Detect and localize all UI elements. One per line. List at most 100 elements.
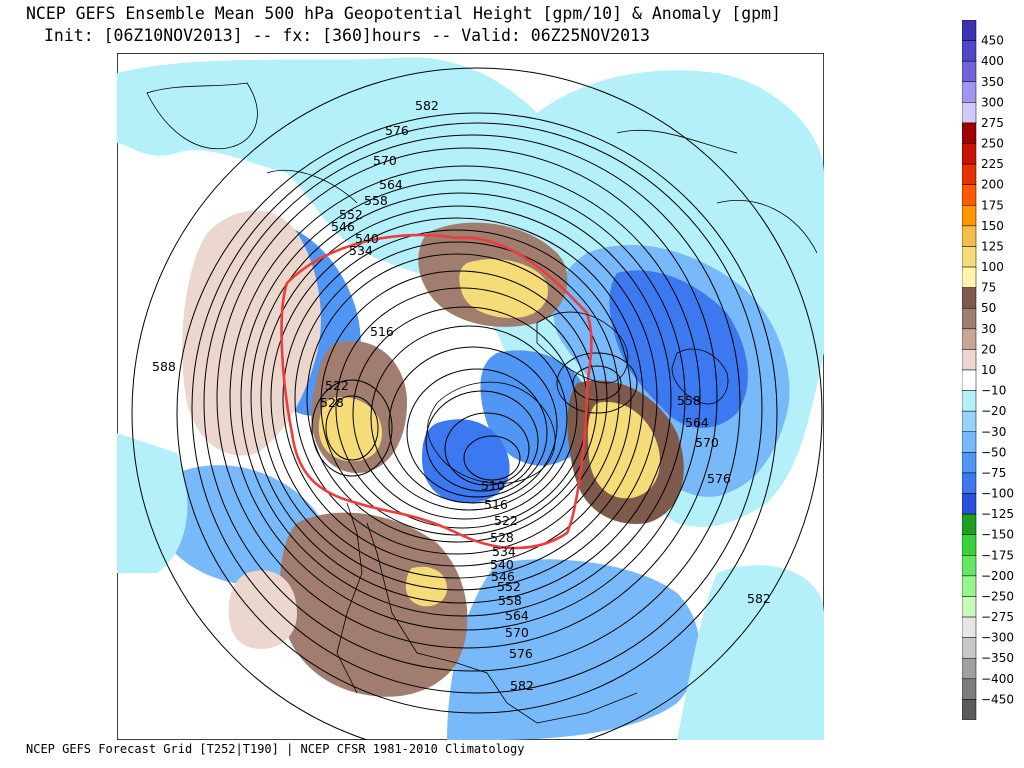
- legend-label: −30: [981, 425, 1006, 439]
- legend-swatch: [962, 184, 977, 206]
- contour-label: 582: [415, 98, 439, 113]
- anomaly-positive-region: [459, 259, 548, 318]
- legend-swatch: [962, 81, 977, 103]
- legend-label: −150: [981, 528, 1014, 542]
- legend-label: 20: [981, 342, 996, 356]
- legend-swatch: [962, 102, 977, 124]
- anomaly-negative-region: [447, 559, 700, 740]
- legend-swatch: [962, 246, 977, 268]
- contour-label: 534: [349, 243, 373, 258]
- legend-swatch: [962, 225, 977, 247]
- legend-swatch: [962, 122, 977, 144]
- legend-label: −450: [981, 692, 1014, 706]
- legend-swatch: [962, 266, 977, 288]
- legend-swatch: [962, 390, 977, 412]
- contour-label: 576: [707, 471, 731, 486]
- contour-labels: 582 576 570 564 558 552 546 540 534 516 …: [152, 98, 771, 693]
- legend-label: −125: [981, 507, 1014, 521]
- legend-label: 50: [981, 301, 996, 315]
- legend-swatch: [962, 513, 977, 535]
- legend-swatch: [962, 534, 977, 556]
- legend-label: 75: [981, 281, 996, 295]
- anomaly-negative-region: [422, 419, 510, 503]
- contour-label: 558: [498, 593, 522, 608]
- legend-label: 125: [981, 239, 1004, 253]
- legend-label: 400: [981, 54, 1004, 68]
- legend-swatch: [962, 287, 977, 309]
- legend-swatch: [962, 328, 977, 350]
- contour-540-highlight: [280, 233, 593, 550]
- legend-swatch: [962, 575, 977, 597]
- legend-label: 30: [981, 322, 996, 336]
- contour-label: 582: [510, 678, 534, 693]
- legend-label: −20: [981, 404, 1006, 418]
- contour-label: 522: [494, 513, 518, 528]
- legend-label: −175: [981, 548, 1014, 562]
- anomaly-color-legend: 450 400 350 300 275 250 225 200 175 150 125 100 75 50…: [962, 20, 1014, 720]
- anomaly-negative-region: [117, 433, 188, 573]
- contour-label: 510: [481, 478, 505, 493]
- contour-label: 528: [320, 395, 344, 410]
- contour-label: 576: [385, 123, 409, 138]
- contour-label: 534: [492, 544, 516, 559]
- legend-swatch: [962, 616, 977, 638]
- legend-swatch: [962, 163, 977, 185]
- height-contours: [176, 112, 778, 714]
- map-subtitle: Init: [06Z10NOV2013] -- fx: [360]hours -…: [44, 26, 650, 45]
- contour-label: 540: [355, 231, 379, 246]
- legend-swatch: [962, 596, 977, 618]
- legend-swatch: [962, 678, 977, 700]
- legend-label: 175: [981, 198, 1004, 212]
- legend-swatch: [962, 60, 977, 83]
- contour-label: 570: [373, 153, 397, 168]
- anomaly-positive-region: [318, 397, 382, 462]
- legend-swatch: [962, 369, 977, 391]
- legend-label: −200: [981, 569, 1014, 583]
- legend-swatch: [962, 637, 977, 659]
- legend-swatch: [962, 657, 977, 680]
- legend-swatch: [962, 493, 977, 515]
- legend-swatch: [962, 472, 977, 494]
- legend-label: 350: [981, 75, 1004, 89]
- contour-label: 516: [484, 497, 508, 512]
- legend-label: −275: [981, 610, 1014, 624]
- contour-label: 582: [747, 591, 771, 606]
- legend-swatch: [962, 431, 977, 453]
- legend-swatch: [962, 307, 977, 330]
- map-footer: NCEP GEFS Forecast Grid [T252|T190] | NC…: [26, 742, 525, 756]
- contour-label: 546: [491, 569, 515, 584]
- anomaly-negative-region: [480, 350, 591, 466]
- legend-label: 250: [981, 137, 1004, 151]
- legend-label: −75: [981, 466, 1006, 480]
- legend-label: −300: [981, 631, 1014, 645]
- legend-swatch: [962, 205, 977, 227]
- legend-label: 150: [981, 219, 1004, 233]
- contour-label: 546: [331, 219, 355, 234]
- legend-label: 300: [981, 95, 1004, 109]
- anomaly-negative-region: [609, 270, 748, 428]
- legend-label: 225: [981, 157, 1004, 171]
- contour-label: 570: [695, 435, 719, 450]
- contour-label: 576: [509, 646, 533, 661]
- legend-swatch: [962, 410, 977, 433]
- legend-swatch: [962, 452, 977, 474]
- legend-label: 200: [981, 178, 1004, 192]
- legend-swatch: [962, 349, 977, 371]
- legend-label: −100: [981, 487, 1014, 501]
- legend-swatch: [962, 555, 977, 577]
- contour-label: 588: [152, 359, 176, 374]
- legend-label: 275: [981, 116, 1004, 130]
- legend-label: −10: [981, 384, 1006, 398]
- anomaly-negative-region: [677, 565, 824, 740]
- legend-label: 450: [981, 34, 1004, 48]
- legend-label: 100: [981, 260, 1004, 274]
- contour-label: 564: [505, 608, 529, 623]
- coastlines: [146, 82, 818, 724]
- legend-swatch: [962, 20, 977, 41]
- contour-label: 552: [497, 579, 521, 594]
- contour-label: 540: [490, 557, 514, 572]
- contour-label: 552: [339, 207, 363, 222]
- contour-label: 516: [370, 324, 394, 339]
- contour-label: 558: [677, 393, 701, 408]
- contour-label: 528: [490, 530, 514, 545]
